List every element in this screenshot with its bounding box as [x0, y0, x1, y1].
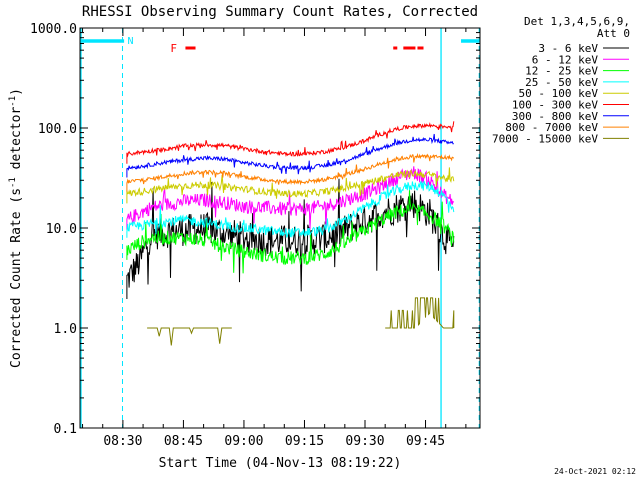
series-line — [126, 167, 455, 204]
y-tick-label: 1.0 — [54, 322, 77, 337]
night-label: N — [127, 36, 133, 47]
chart-title: RHESSI Observing Summary Count Rates, Co… — [82, 4, 478, 20]
y-tick-label: 100.0 — [38, 122, 77, 137]
series-line — [385, 297, 455, 329]
series-line — [126, 190, 455, 274]
x-tick-label: 09:15 — [285, 434, 324, 449]
series-layer — [126, 121, 455, 346]
y-axis-label: Corrected Count Rate (s-1 detector-1) — [8, 88, 24, 368]
y-tick-label: 0.1 — [54, 422, 77, 437]
legend-label: 3 - 6 keV — [538, 42, 598, 55]
legend-header-line2: Att 0 — [597, 27, 630, 40]
legend-label: 300 - 800 keV — [512, 110, 598, 123]
x-tick-label: 08:30 — [103, 434, 142, 449]
series-line — [126, 180, 455, 238]
x-tick-label: 09:30 — [345, 434, 384, 449]
legend-label: 50 - 100 keV — [519, 87, 599, 100]
series-line — [126, 152, 455, 192]
ylabel-sup1: -1 — [8, 177, 18, 188]
legend-label: 7000 - 15000 keV — [492, 132, 598, 145]
timestamp: 24-Oct-2021 02:12 — [554, 467, 636, 476]
ylabel-end: ) — [9, 88, 24, 96]
x-tick-label: 09:00 — [224, 434, 263, 449]
x-tick-label: 09:45 — [406, 434, 445, 449]
x-axis: 08:30 08:45 09:00 09:15 09:30 09:45 — [82, 28, 467, 449]
overlay-layer: NF — [80, 28, 480, 428]
legend-label: 25 - 50 keV — [525, 76, 598, 89]
series-line — [126, 133, 454, 178]
ylabel-mid: detector — [9, 107, 24, 178]
x-tick-label: 08:45 — [164, 434, 203, 449]
series-line — [126, 121, 455, 164]
x-axis-label: Start Time (04-Nov-13 08:19:22) — [159, 456, 402, 471]
y-axis: 0.1 1.0 10.0 100.0 1000.0 — [30, 22, 480, 437]
ylabel-sup2: -1 — [8, 96, 18, 107]
ylabel-main: Corrected Count Rate (s — [9, 188, 24, 368]
legend-label: 6 - 12 keV — [532, 53, 599, 66]
legend-label: 12 - 25 keV — [525, 65, 598, 78]
flare-label: F — [170, 42, 177, 55]
legend-label: 100 - 300 keV — [512, 99, 598, 112]
series-line — [126, 178, 455, 299]
y-tick-label: 1000.0 — [30, 22, 77, 37]
legend-header-line1: Det 1,3,4,5,6,9, — [524, 15, 630, 28]
legend-label: 800 - 7000 keV — [505, 121, 598, 134]
y-tick-label: 10.0 — [46, 222, 77, 237]
series-line — [147, 327, 232, 346]
